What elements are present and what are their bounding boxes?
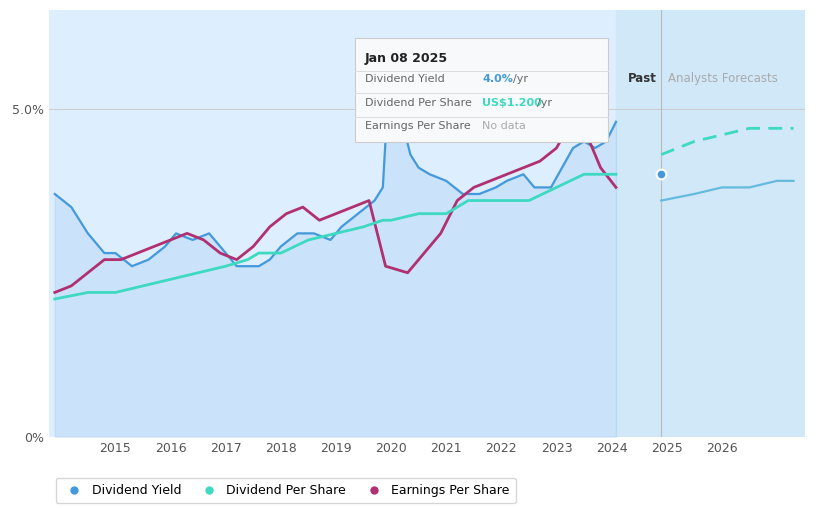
Legend: Dividend Yield, Dividend Per Share, Earnings Per Share: Dividend Yield, Dividend Per Share, Earn… [56,478,516,503]
FancyBboxPatch shape [355,38,608,142]
Bar [616,10,805,437]
Text: Dividend Yield: Dividend Yield [365,74,445,84]
Text: US$1.200: US$1.200 [482,98,542,108]
Text: 4.0%: 4.0% [482,74,513,84]
Text: Earnings Per Share: Earnings Per Share [365,121,470,131]
Bar [49,10,616,437]
Text: /yr: /yr [513,74,528,84]
Text: Past: Past [628,72,657,85]
Text: Analysts Forecasts: Analysts Forecasts [667,72,777,85]
Text: No data: No data [482,121,526,131]
Text: Dividend Per Share: Dividend Per Share [365,98,472,108]
Text: /yr: /yr [537,98,553,108]
Text: Jan 08 2025: Jan 08 2025 [365,51,448,65]
